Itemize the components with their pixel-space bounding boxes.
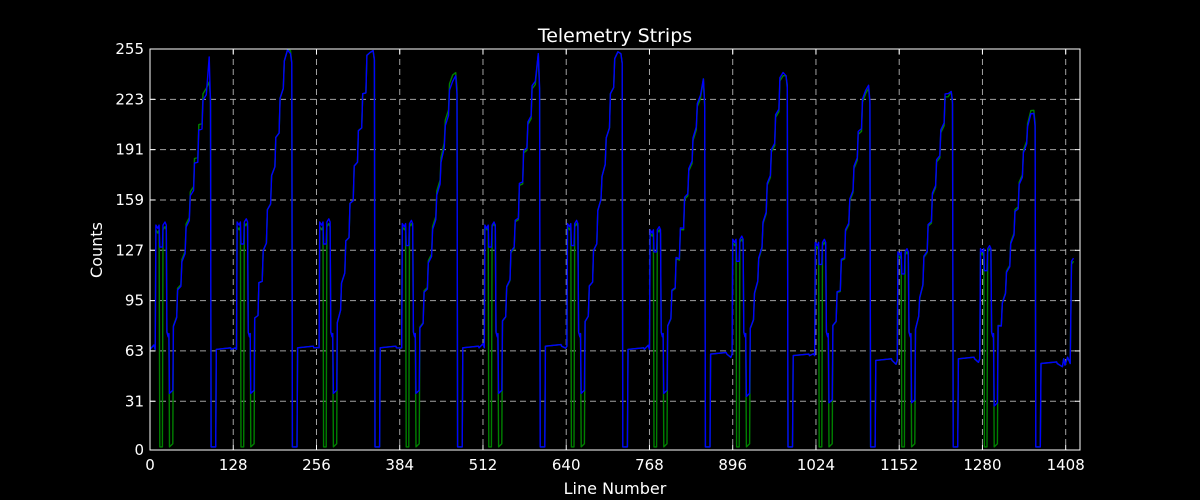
x-tick-label: 1408 (1047, 456, 1085, 474)
x-tick-label: 512 (469, 456, 498, 474)
x-tick-label: 0 (145, 456, 155, 474)
y-tick-label: 191 (115, 141, 144, 159)
y-tick-label: 255 (115, 40, 144, 58)
plot-frame (149, 48, 1081, 451)
y-tick-label: 127 (115, 241, 144, 259)
y-tick-label: 63 (125, 342, 144, 360)
x-tick-label: 896 (718, 456, 747, 474)
x-tick-label: 1280 (963, 456, 1001, 474)
series-layer (149, 49, 1075, 448)
y-axis-label: Counts (87, 222, 106, 278)
y-tick-label: 31 (125, 392, 144, 410)
x-tick-label: 1024 (797, 456, 835, 474)
grid (150, 49, 1080, 450)
x-tick-label: 256 (302, 456, 331, 474)
y-tick-label: 95 (125, 292, 144, 310)
x-tick-label: 384 (385, 456, 414, 474)
x-tick-label: 640 (552, 456, 581, 474)
series-channel-A (149, 49, 1075, 448)
y-tick-label: 0 (134, 441, 144, 459)
x-axis-label: Line Number (564, 479, 667, 498)
chart-title: Telemetry Strips (537, 25, 692, 47)
x-tick-label: 768 (635, 456, 664, 474)
y-tick-label: 159 (115, 191, 144, 209)
axis-ticks: 0 128 256 384 512 640 768 896 1024 1152 1280 1408 0 3… (115, 40, 1084, 474)
series-line (149, 49, 1075, 448)
y-tick-label: 223 (115, 90, 144, 108)
x-tick-label: 1152 (880, 456, 918, 474)
x-tick-label: 128 (219, 456, 248, 474)
